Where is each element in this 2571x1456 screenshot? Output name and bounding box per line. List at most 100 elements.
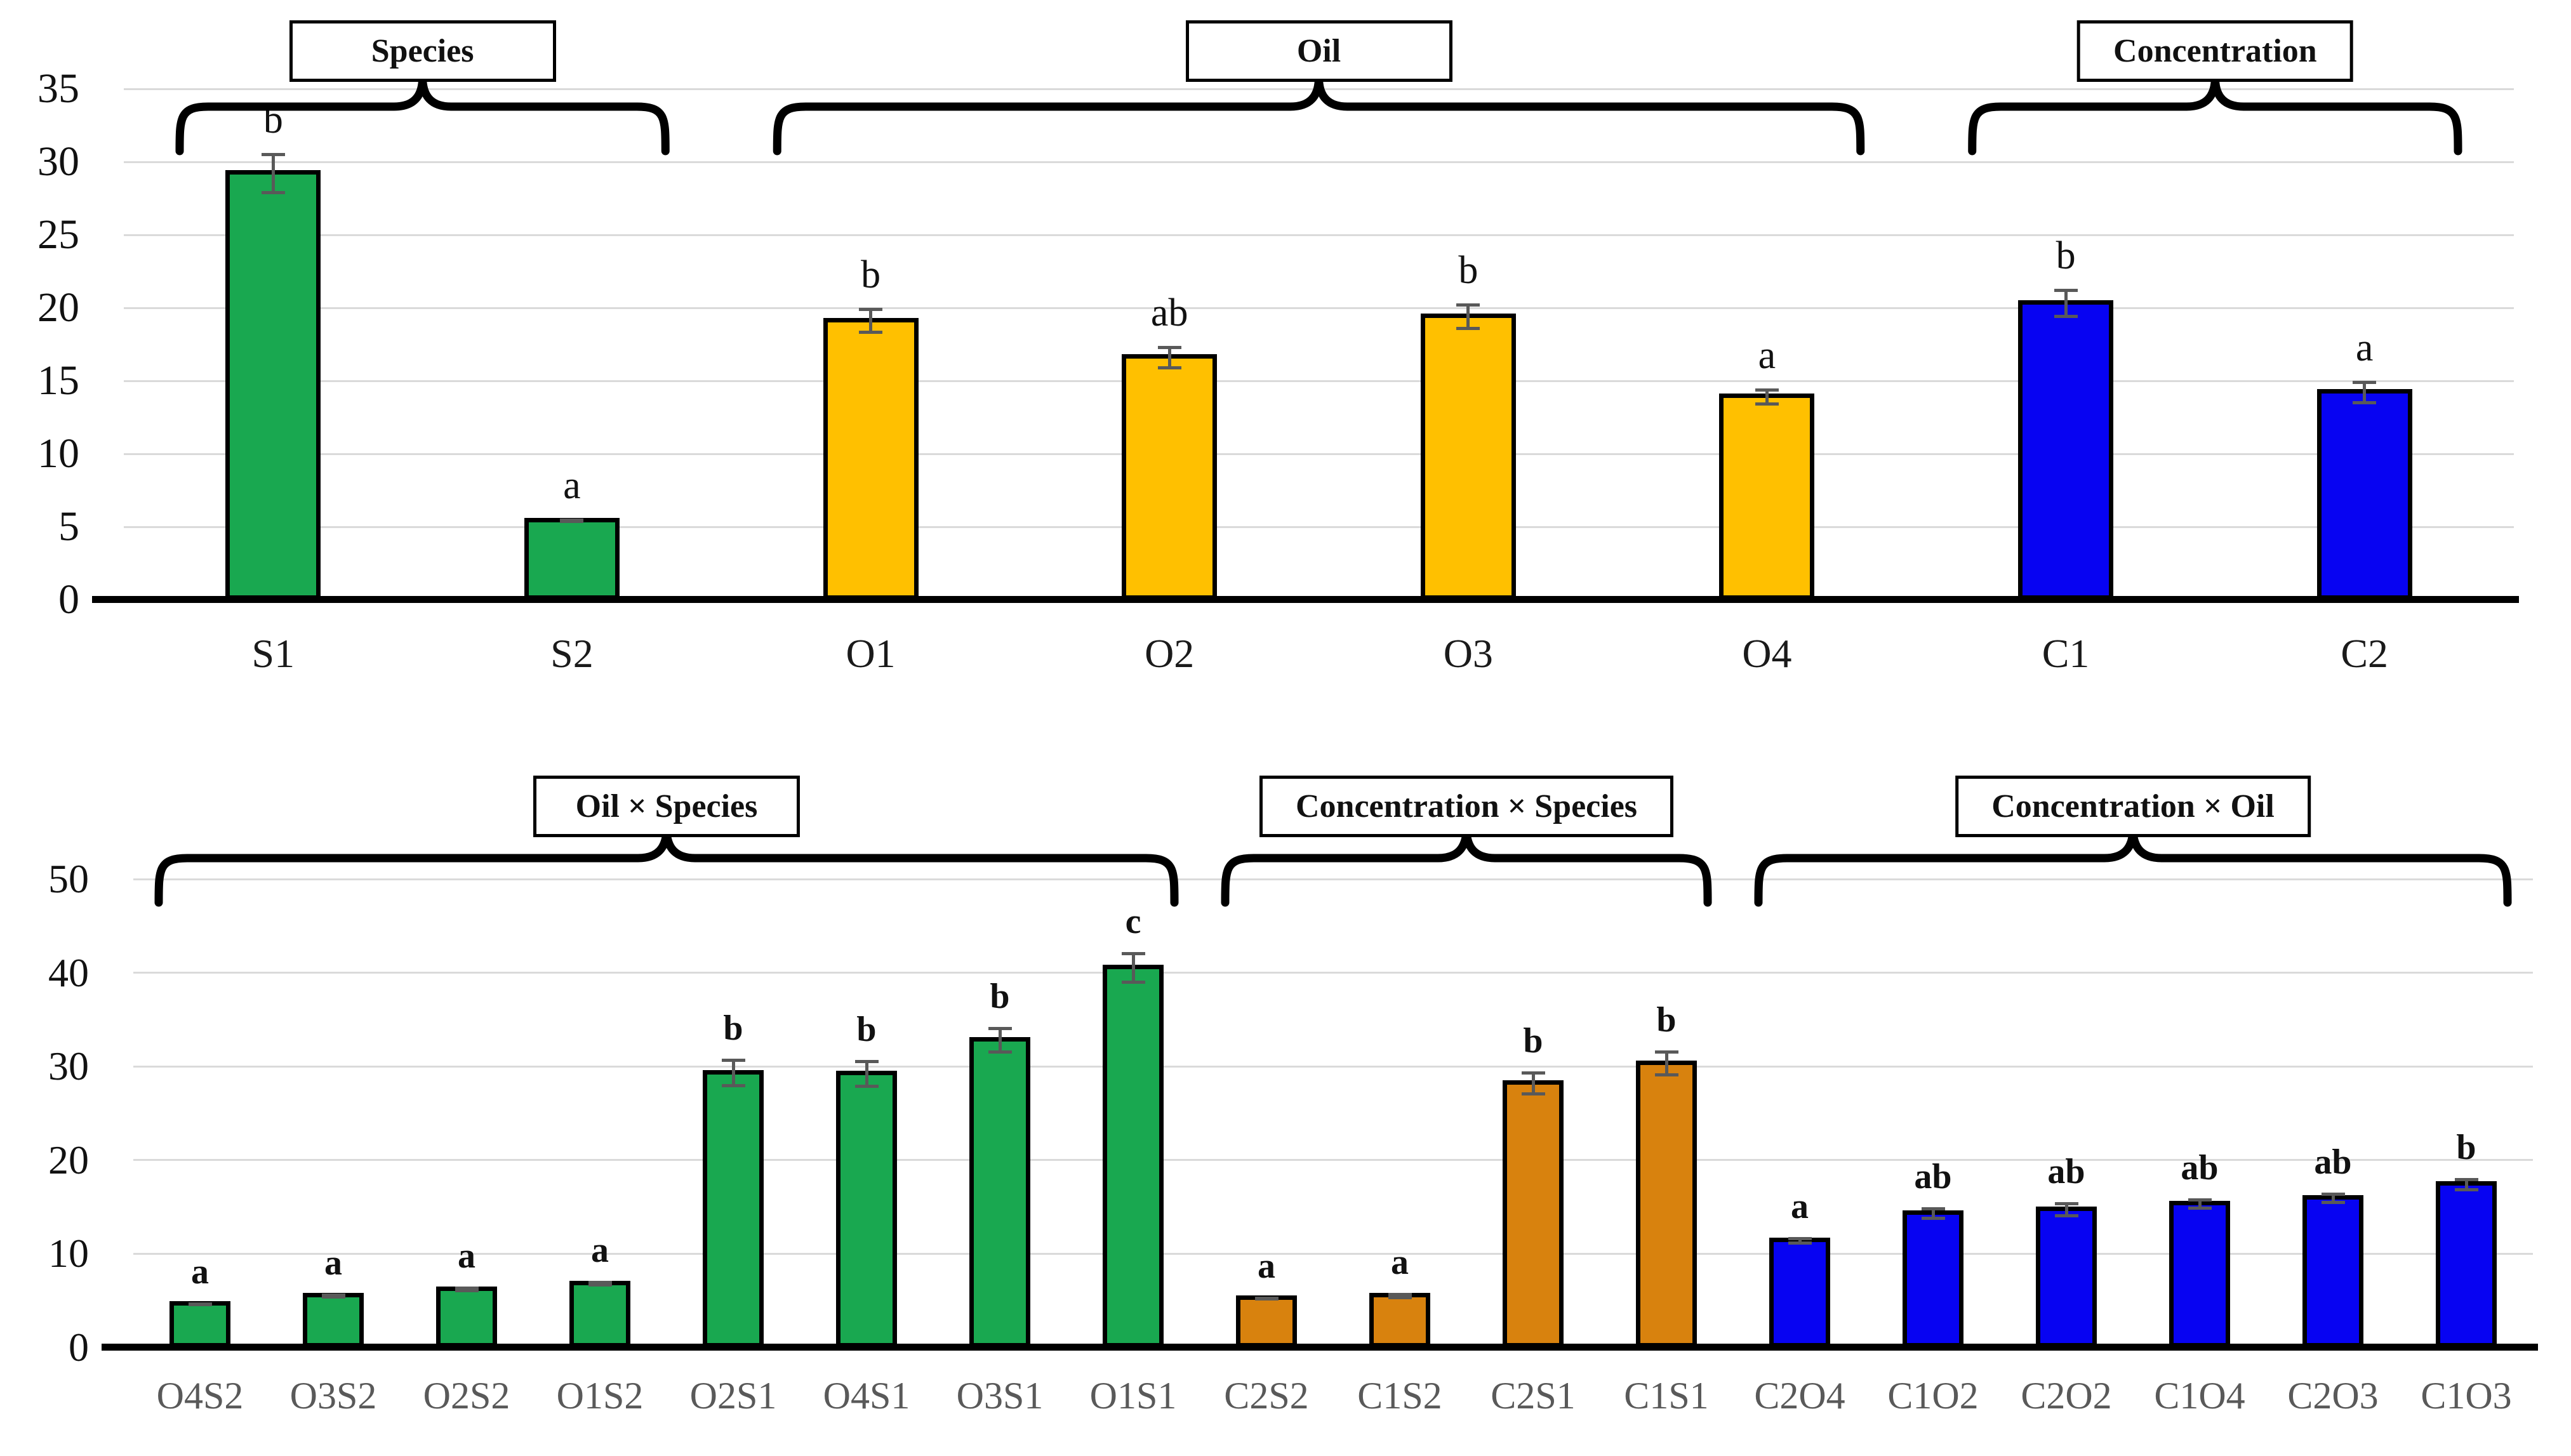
bar-O4S1 <box>836 1071 897 1347</box>
sig-letter-C2O3: ab <box>2314 1142 2352 1182</box>
sig-letter-O2S2: a <box>458 1236 475 1276</box>
bar-S1 <box>225 170 321 600</box>
y-tick-label: 10 <box>48 1231 89 1276</box>
sig-letter-C1: b <box>2056 234 2076 278</box>
x-axis-label-C2S2: C2S2 <box>1224 1375 1309 1417</box>
sig-letter-O4S1: b <box>856 1009 877 1049</box>
bar-C1O2 <box>1903 1210 1963 1347</box>
x-axis-label-O4S2: O4S2 <box>156 1375 244 1417</box>
error-bar-cap-top <box>859 308 883 312</box>
gridline <box>133 1159 2533 1161</box>
x-axis-label-O3S1: O3S1 <box>956 1375 1044 1417</box>
sig-letter-S1: b <box>263 98 283 142</box>
error-bar <box>1654 1050 1678 1077</box>
group-label-box: Oil × Species <box>533 776 800 837</box>
sig-letter-C2O4: a <box>1791 1186 1809 1226</box>
x-axis-label-O1S1: O1S1 <box>1089 1375 1177 1417</box>
error-bar-cap-top <box>2353 381 2377 385</box>
gridline <box>124 380 2514 382</box>
y-tick-label: 0 <box>58 576 79 623</box>
error-bar-cap-bottom <box>188 1303 212 1307</box>
error-bar-cap-top <box>1755 388 1779 392</box>
error-bar-cap-bottom <box>1921 1217 1945 1221</box>
error-bar-cap-bottom <box>1157 366 1181 369</box>
y-tick-label: 50 <box>48 856 89 901</box>
x-axis-label-C1: C1 <box>2042 631 2090 676</box>
x-axis-label-C2: C2 <box>2341 631 2389 676</box>
error-bar-cap-bottom <box>588 1283 612 1287</box>
error-bar-cap-top <box>854 1059 879 1063</box>
bar-C1 <box>2018 300 2114 600</box>
sig-letter-C2: a <box>2355 326 2374 369</box>
error-bar <box>1755 388 1779 406</box>
gridline <box>124 453 2514 455</box>
sig-letter-O2S1: b <box>723 1009 743 1049</box>
sig-letter-O4: a <box>1758 333 1776 377</box>
error-bar <box>1254 1297 1279 1301</box>
sig-letter-O1: b <box>861 253 881 296</box>
error-bar <box>2321 1193 2345 1205</box>
error-bar-cap-bottom <box>455 1288 479 1292</box>
error-bar-cap-bottom <box>988 1050 1012 1054</box>
sig-letter-O4S2: a <box>191 1252 209 1292</box>
x-axis-label-O2S1: O2S1 <box>689 1375 777 1417</box>
error-bar-cap-bottom <box>321 1295 345 1299</box>
bar-C2 <box>2316 389 2412 600</box>
error-bar-cap-top <box>455 1287 479 1290</box>
x-axis-label-S2: S2 <box>550 631 594 676</box>
error-bar-cap-top <box>1121 952 1145 956</box>
bar-O3S1 <box>969 1036 1030 1347</box>
error-bar-cap-bottom <box>1654 1073 1678 1077</box>
sig-letter-O1S2: a <box>591 1231 609 1271</box>
error-bar <box>1157 345 1181 369</box>
error-bar-cap-bottom <box>1788 1241 1812 1245</box>
gridline <box>124 526 2514 528</box>
y-tick-label: 20 <box>37 284 79 331</box>
error-bar-cap-top <box>588 1281 612 1285</box>
x-axis-label-O1S2: O1S2 <box>556 1375 644 1417</box>
x-axis-label-C1O4: C1O4 <box>2154 1375 2245 1417</box>
sig-letter-C1O4: ab <box>2181 1148 2219 1188</box>
error-bar-cap-bottom <box>2454 1188 2478 1191</box>
group-label-box: Concentration × Species <box>1259 776 1674 837</box>
gridline <box>124 161 2514 163</box>
x-axis-label-C1O3: C1O3 <box>2421 1375 2512 1417</box>
error-bar-cap-bottom <box>1388 1296 1412 1299</box>
bar-C1O4 <box>2169 1201 2230 1347</box>
gridline <box>124 88 2514 90</box>
y-tick-label: 35 <box>37 65 79 112</box>
x-axis-label-O2S2: O2S2 <box>423 1375 510 1417</box>
x-axis-label-C2S1: C2S1 <box>1491 1375 1576 1417</box>
y-tick-label: 10 <box>37 430 79 477</box>
group-label-box: Oil <box>1185 20 1452 82</box>
y-tick-label: 20 <box>48 1137 89 1182</box>
error-bar <box>988 1027 1012 1054</box>
x-axis-label-O4S1: O4S1 <box>823 1375 910 1417</box>
error-bar-cap-top <box>1388 1292 1412 1296</box>
gridline <box>124 307 2514 309</box>
error-bar-cap-top <box>2454 1177 2478 1181</box>
bar-O4S2 <box>169 1301 230 1347</box>
error-bar <box>859 308 883 334</box>
y-tick-label: 30 <box>48 1043 89 1089</box>
x-axis-label-C2O3: C2O3 <box>2287 1375 2379 1417</box>
error-bar-cap-top <box>1788 1236 1812 1240</box>
error-bar <box>2188 1198 2212 1210</box>
error-bar <box>1456 303 1480 330</box>
error-bar <box>1388 1292 1412 1299</box>
x-axis-line <box>102 1344 2538 1351</box>
sig-letter-C2S2: a <box>1258 1247 1275 1287</box>
plot-area-top: 0 5 10 15 20 25 30 35 b S1 a S2 b O1 ab O2 b O3 a O4 b C1 a C2 <box>37 65 2519 676</box>
bar-C2O2 <box>2036 1207 2097 1347</box>
bar-O2 <box>1122 354 1218 600</box>
group-label-box: Concentration <box>2077 20 2353 82</box>
error-bar-cap-bottom <box>2321 1201 2345 1205</box>
error-bar <box>721 1059 745 1087</box>
bar-O3S2 <box>303 1292 364 1347</box>
sig-letter-O3: b <box>1458 249 1478 293</box>
bar-C1S2 <box>1369 1292 1430 1347</box>
error-bar <box>588 1281 612 1287</box>
error-bar-cap-bottom <box>854 1085 879 1089</box>
error-bar <box>1921 1207 1945 1221</box>
